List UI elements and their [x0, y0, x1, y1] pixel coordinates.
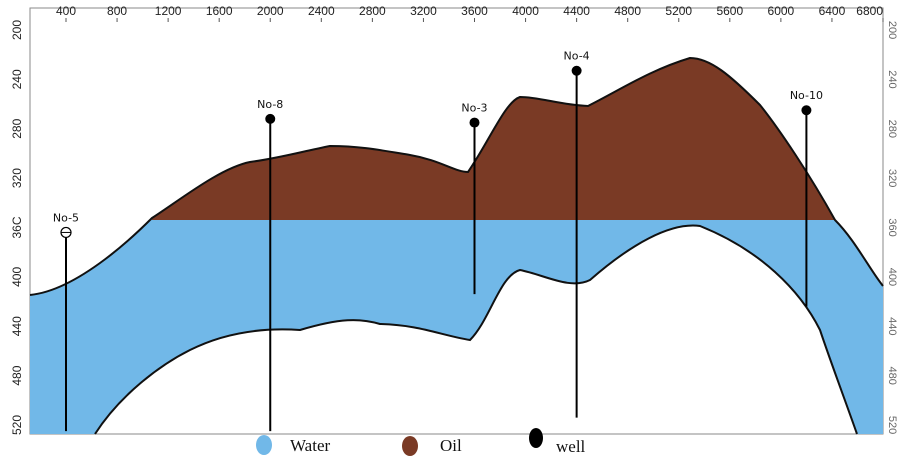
left-tick-label: 200	[10, 20, 24, 40]
left-tick-label: 280	[10, 118, 24, 138]
geology-layers	[29, 56, 884, 435]
left-tick-label: 240	[10, 69, 24, 89]
left-tick-label: 520	[10, 415, 24, 435]
left-tick-label: 320	[10, 168, 24, 188]
well-label: No-4	[564, 50, 590, 63]
top-tick-label: 4400	[563, 4, 590, 18]
well-head	[571, 65, 582, 76]
legend: Water Oil well	[256, 428, 586, 456]
well-head	[801, 105, 812, 116]
well-label: No-10	[790, 89, 823, 102]
right-tick-label: 280	[886, 120, 897, 138]
well-label: No-3	[461, 102, 487, 115]
legend-water-swatch	[256, 435, 272, 455]
plot-frame	[29, 7, 884, 435]
right-tick-label: 360	[886, 218, 897, 236]
legend-well-swatch	[529, 428, 543, 448]
top-tick-label: 1200	[155, 4, 182, 18]
well-no-4: No-4	[564, 50, 590, 418]
top-tick-label: 4800	[614, 4, 641, 18]
top-tick-label: 5600	[716, 4, 743, 18]
top-tick-label: 6400	[819, 4, 846, 18]
top-axis: 400 800 1200 1600 2000 2400 2800 3200 3600 4000 44…	[56, 4, 884, 22]
top-tick-label: 6800	[856, 4, 883, 18]
well-head	[265, 113, 276, 124]
right-tick-label: 440	[886, 317, 897, 335]
well-no-8: No-8	[257, 98, 283, 432]
top-tick-label: 2800	[359, 4, 386, 18]
well-head	[469, 117, 480, 128]
legend-well-label: well	[556, 437, 586, 456]
well-no-10: No-10	[790, 89, 823, 307]
legend-oil-swatch	[402, 436, 418, 456]
top-tick-label: 4000	[512, 4, 539, 18]
left-tick-label: 400	[10, 267, 24, 287]
legend-oil-label: Oil	[440, 436, 462, 455]
right-tick-label: 400	[886, 268, 897, 286]
top-tick-label: 800	[107, 4, 127, 18]
left-tick-label: 36C	[10, 216, 24, 238]
top-tick-label: 400	[56, 4, 76, 18]
right-tick-label: 240	[886, 70, 897, 88]
water-layer	[30, 218, 883, 434]
top-tick-label: 6000	[768, 4, 795, 18]
wells: No-5 No-8 No-3 No-4 No-10	[53, 50, 823, 432]
right-axis: 200 240 280 320 360 400 440 480 520	[886, 21, 897, 434]
right-tick-label: 520	[886, 416, 897, 434]
top-tick-label: 3600	[461, 4, 488, 18]
top-tick-label: 2000	[257, 4, 284, 18]
well-no-3: No-3	[461, 102, 488, 295]
top-tick-label: 2400	[308, 4, 335, 18]
right-tick-label: 320	[886, 169, 897, 187]
left-axis: 200 240 280 320 36C 400 440 480 520	[10, 20, 24, 435]
left-tick-label: 480	[10, 365, 24, 385]
right-tick-label: 480	[886, 366, 897, 384]
top-tick-label: 1600	[206, 4, 233, 18]
right-tick-label: 200	[886, 21, 897, 39]
top-tick-label: 3200	[410, 4, 437, 18]
left-tick-label: 440	[10, 316, 24, 336]
well-label: No-5	[53, 211, 79, 224]
legend-water-label: Water	[290, 436, 330, 455]
top-surface-line	[29, 56, 884, 296]
base-surface-line	[94, 224, 858, 435]
oil-layer	[152, 58, 835, 220]
well-label: No-8	[257, 98, 283, 111]
well-no-5: No-5	[53, 211, 79, 432]
top-tick-label: 5200	[665, 4, 692, 18]
